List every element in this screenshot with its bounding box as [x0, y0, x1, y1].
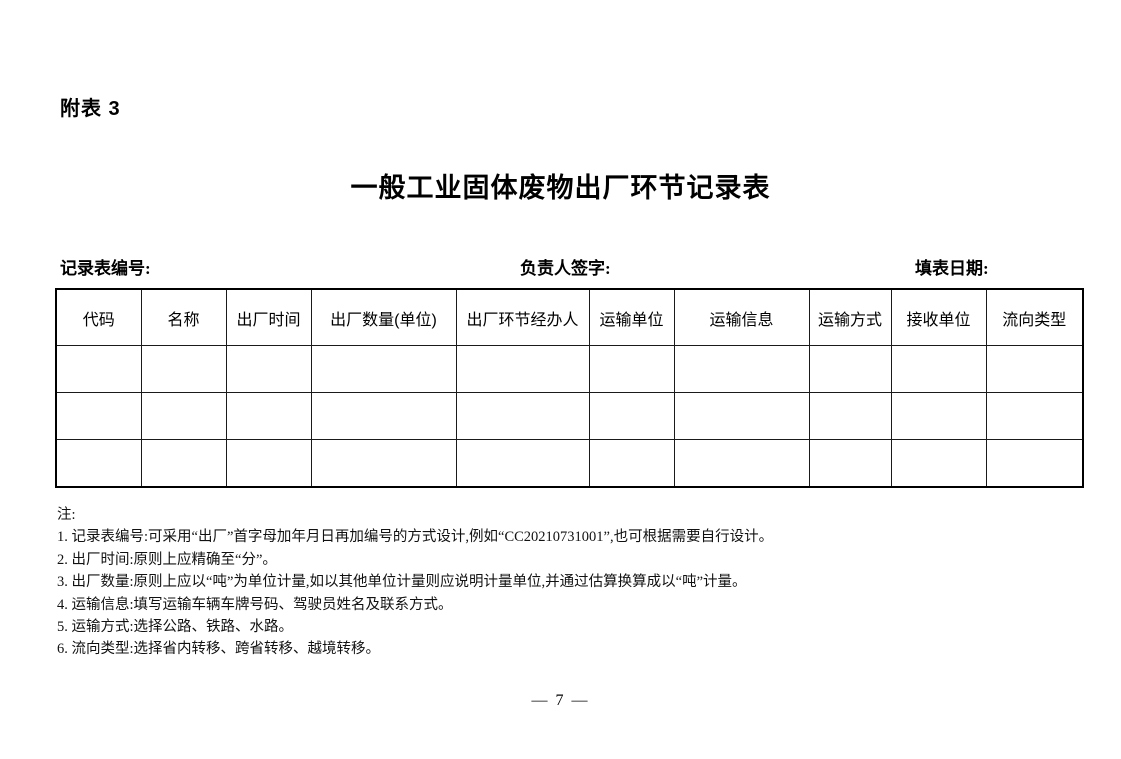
- note-item-2: 2. 出厂时间:原则上应精确至“分”。: [57, 551, 277, 568]
- note-item-5: 5. 运输方式:选择公路、铁路、水路。: [57, 619, 294, 636]
- table-cell: [310, 345, 457, 393]
- table-cell: [890, 439, 987, 488]
- table-row: [55, 345, 1084, 393]
- table-cell: [225, 392, 312, 440]
- table-cell: [588, 439, 675, 488]
- col-header-transport-mode: 运输方式: [808, 288, 892, 346]
- table-cell: [140, 392, 227, 440]
- record-table: 代码 名称 出厂时间 出厂数量(单位) 出厂环节经办人 运输单位 运输信息 运输…: [55, 288, 1084, 488]
- record-number-label: 记录表编号:: [60, 259, 151, 278]
- table-cell: [890, 345, 987, 393]
- table-cell: [588, 345, 675, 393]
- table-cell: [455, 392, 590, 440]
- table-cell: [455, 345, 590, 393]
- signature-label: 负责人签字:: [520, 259, 611, 278]
- col-header-exit-quantity: 出厂数量(单位): [310, 288, 457, 346]
- table-cell: [140, 345, 227, 393]
- table-cell: [55, 392, 142, 440]
- notes-label: 注:: [57, 507, 76, 523]
- note-item-3: 3. 出厂数量:原则上应以“吨”为单位计量,如以其他单位计量则应说明计量单位,并…: [57, 574, 747, 591]
- col-header-receiving-unit: 接收单位: [890, 288, 987, 346]
- table-cell: [808, 392, 892, 440]
- table-cell: [140, 439, 227, 488]
- page-title: 一般工业固体废物出厂环节记录表: [350, 173, 771, 203]
- table-header-row: 代码 名称 出厂时间 出厂数量(单位) 出厂环节经办人 运输单位 运输信息 运输…: [55, 288, 1084, 346]
- table-cell: [55, 439, 142, 488]
- meta-row: 记录表编号: 负责人签字: 填表日期:: [0, 254, 1121, 278]
- table-cell: [55, 345, 142, 393]
- col-header-name: 名称: [140, 288, 227, 346]
- table-cell: [310, 392, 457, 440]
- col-header-code: 代码: [55, 288, 142, 346]
- table-cell: [985, 345, 1084, 393]
- col-header-transport-company: 运输单位: [588, 288, 675, 346]
- table-cell: [225, 439, 312, 488]
- col-header-exit-time: 出厂时间: [225, 288, 312, 346]
- table-cell: [225, 345, 312, 393]
- table-cell: [808, 439, 892, 488]
- table-cell: [890, 392, 987, 440]
- table-cell: [588, 392, 675, 440]
- col-header-flow-type: 流向类型: [985, 288, 1084, 346]
- col-header-exit-handler: 出厂环节经办人: [455, 288, 590, 346]
- notes-section: 注: 1. 记录表编号:可采用“出厂”首字母加年月日再加编号的方式设计,例如“C…: [57, 504, 1067, 661]
- table-row: [55, 392, 1084, 440]
- appendix-label: 附表 3: [60, 98, 121, 120]
- table-cell: [808, 345, 892, 393]
- page-number: — 7 —: [531, 692, 590, 709]
- note-item-4: 4. 运输信息:填写运输车辆车牌号码、驾驶员姓名及联系方式。: [57, 596, 453, 613]
- table-cell: [310, 439, 457, 488]
- table-cell: [673, 345, 810, 393]
- table-cell: [455, 439, 590, 488]
- table-cell: [985, 439, 1084, 488]
- table-cell: [673, 392, 810, 440]
- note-item-6: 6. 流向类型:选择省内转移、跨省转移、越境转移。: [57, 641, 381, 658]
- table-cell: [985, 392, 1084, 440]
- table-row: [55, 439, 1084, 488]
- table-cell: [673, 439, 810, 488]
- note-item-1: 1. 记录表编号:可采用“出厂”首字母加年月日再加编号的方式设计,例如“CC20…: [57, 529, 774, 546]
- col-header-transport-info: 运输信息: [673, 288, 810, 346]
- fill-date-label: 填表日期:: [915, 259, 989, 278]
